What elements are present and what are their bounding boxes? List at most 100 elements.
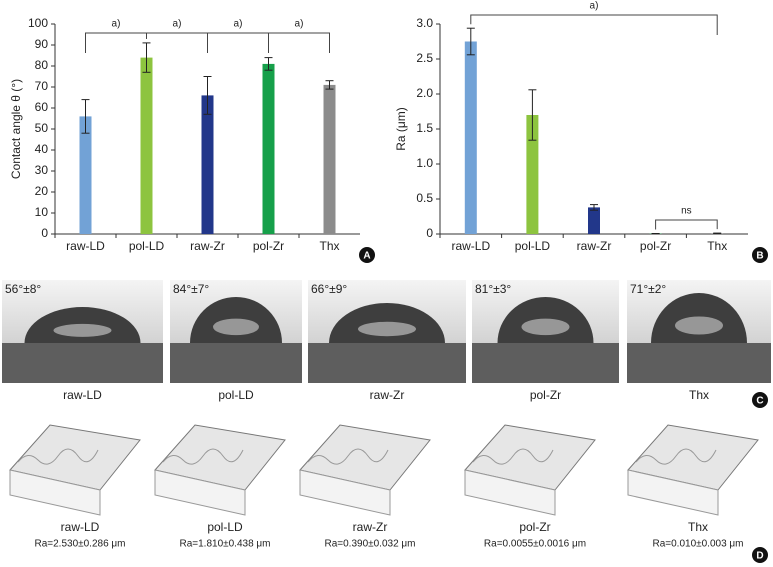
photo-substrate [170, 343, 302, 383]
panel-label: D [756, 551, 763, 562]
profile-side [464, 469, 556, 516]
panel-badge [752, 547, 768, 563]
photo-label: pol-Zr [530, 388, 561, 402]
panel-label: B [756, 251, 763, 262]
photo-substrate [472, 343, 619, 383]
droplet-highlight [53, 323, 112, 337]
photo-substrate [2, 343, 163, 383]
droplet-highlight [213, 318, 259, 336]
x-tick-label: raw-LD [451, 239, 490, 253]
panel-badge [752, 247, 768, 263]
bar [201, 95, 214, 235]
significance-bracket [207, 32, 269, 53]
profile-side [299, 469, 391, 516]
photo-label: raw-LD [63, 388, 102, 402]
y-tick-label: 50 [35, 121, 49, 135]
y-tick-label: 2.5 [416, 51, 433, 65]
photo-label: raw-Zr [370, 388, 405, 402]
y-tick-label: 0 [426, 226, 433, 240]
profile-label: raw-LD [61, 520, 100, 534]
bar [262, 63, 275, 235]
contact-angle: 71°±2° [630, 282, 666, 296]
significance-label: a) [173, 19, 182, 30]
bar [140, 57, 153, 234]
profile-ra: Ra=0.0055±0.0016 μm [484, 539, 586, 550]
significance-bracket [146, 32, 208, 53]
photo-substrate [308, 343, 466, 383]
y-tick-label: 20 [35, 184, 49, 198]
y-tick-label: 90 [35, 37, 49, 51]
x-tick-label: pol-Zr [253, 239, 284, 253]
y-axis-label: Ra (μm) [394, 107, 408, 151]
significance-bracket [470, 14, 718, 35]
profile-side [154, 469, 246, 516]
panel-badge [359, 247, 375, 263]
profile-label: raw-Zr [353, 520, 388, 534]
y-tick-label: 40 [35, 142, 49, 156]
bar [588, 207, 600, 234]
y-tick-label: 10 [35, 205, 49, 219]
x-tick-label: raw-Zr [190, 239, 225, 253]
profile-side [627, 469, 719, 516]
x-tick-label: Thx [319, 239, 339, 253]
y-tick-label: 100 [28, 16, 48, 30]
significance-label: a) [590, 1, 599, 12]
significance-label: a) [295, 19, 304, 30]
x-tick-label: Thx [707, 239, 727, 253]
profile-texture [162, 448, 244, 465]
profile-texture [472, 448, 554, 465]
surface-profiles: raw-LD Ra=2.530±0.286 μm pol-LD Ra=1.810±0.… [9, 424, 759, 550]
significance-bracket [655, 219, 718, 230]
y-tick-label: 0 [41, 226, 48, 240]
bar [323, 84, 336, 235]
significance-label: a) [234, 19, 243, 30]
profile-label: pol-LD [207, 520, 243, 534]
bar [79, 116, 92, 234]
contact-angle: 66°±9° [311, 282, 347, 296]
y-tick-label: 1.5 [416, 121, 433, 135]
y-axis-label: Contact angle θ (°) [9, 79, 23, 179]
x-tick-label: pol-Zr [640, 239, 671, 253]
photo-label: pol-LD [218, 388, 254, 402]
contact-angle: 81°±3° [475, 282, 511, 296]
profile-ra: Ra=0.010±0.003 μm [652, 539, 743, 550]
x-tick-label: pol-LD [515, 239, 551, 253]
profile-texture [17, 448, 99, 465]
droplet-highlight [358, 321, 416, 337]
contact-angle: 84°±7° [173, 282, 209, 296]
y-tick-label: 2.0 [416, 86, 433, 100]
y-tick-label: 30 [35, 163, 49, 177]
bar [526, 115, 539, 234]
contact-angle-photos: 56°±8° raw-LD 84°±7° pol-LD 66°±9° raw-Zr 81°±… [2, 280, 771, 402]
droplet-highlight [521, 318, 570, 336]
panel-label: A [363, 251, 370, 262]
x-tick-label: pol-LD [129, 239, 165, 253]
panel-badge [752, 392, 768, 408]
y-tick-label: 3.0 [416, 16, 433, 30]
profile-side [9, 469, 101, 516]
profile-texture [307, 448, 389, 465]
y-tick-label: 80 [35, 58, 49, 72]
photo-substrate [627, 343, 771, 383]
profile-ra: Ra=1.810±0.438 μm [179, 539, 270, 550]
y-tick-label: 70 [35, 79, 49, 93]
profile-ra: Ra=0.390±0.032 μm [324, 539, 415, 550]
photo-label: Thx [689, 388, 709, 402]
bar [464, 41, 477, 234]
x-tick-label: raw-Zr [577, 239, 612, 253]
panel-label: C [756, 396, 763, 407]
significance-label: a) [112, 19, 121, 30]
profile-label: pol-Zr [519, 520, 550, 534]
significance-label: ns [681, 206, 692, 217]
profile-ra: Ra=2.530±0.286 μm [34, 539, 125, 550]
droplet-highlight [675, 316, 723, 335]
profile-label: Thx [688, 520, 708, 534]
x-tick-label: raw-LD [66, 239, 105, 253]
y-tick-label: 60 [35, 100, 49, 114]
significance-bracket [268, 32, 330, 53]
profile-texture [635, 448, 717, 465]
y-tick-label: 0.5 [416, 191, 433, 205]
y-tick-label: 1.0 [416, 156, 433, 170]
significance-bracket [85, 32, 147, 53]
